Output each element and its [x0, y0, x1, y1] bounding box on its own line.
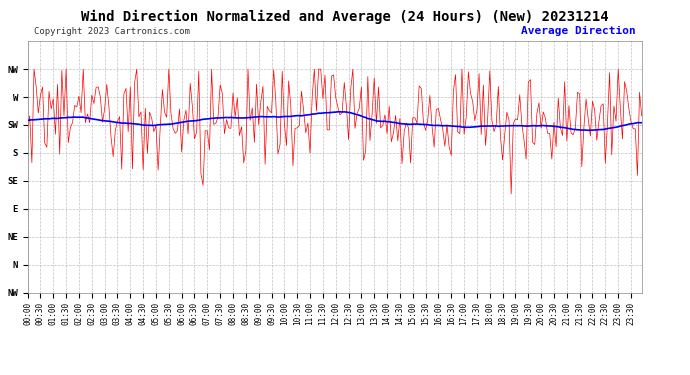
Text: Wind Direction Normalized and Average (24 Hours) (New) 20231214: Wind Direction Normalized and Average (2…	[81, 9, 609, 24]
Text: Copyright 2023 Cartronics.com: Copyright 2023 Cartronics.com	[34, 27, 190, 36]
Text: Average Direction: Average Direction	[521, 26, 635, 36]
